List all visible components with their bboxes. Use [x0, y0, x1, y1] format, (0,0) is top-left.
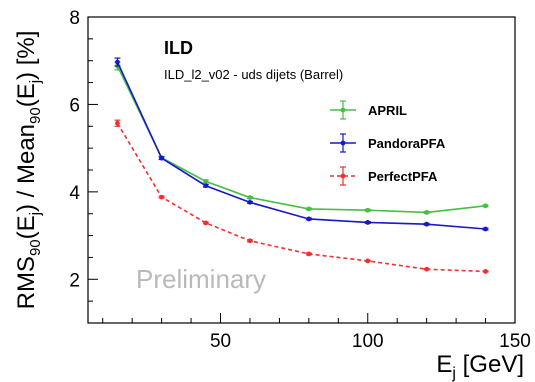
data-point	[365, 207, 371, 213]
data-point	[159, 155, 165, 161]
data-point	[115, 120, 120, 126]
data-point	[365, 258, 371, 264]
data-point	[159, 194, 165, 200]
data-point	[483, 203, 488, 209]
data-point	[365, 220, 371, 225]
data-point	[483, 226, 488, 232]
data-point	[203, 183, 209, 189]
y-tick-label: 8	[69, 8, 80, 29]
x-tick-label: 50	[210, 331, 231, 352]
data-point	[247, 195, 253, 200]
legend-swatch-point	[340, 107, 346, 113]
axis-ticks	[88, 16, 516, 324]
legend: APRIL PandoraPFA PerfectPFA	[330, 100, 446, 186]
data-point	[247, 199, 253, 205]
series-pandorapfa	[114, 57, 489, 232]
data-point	[203, 220, 209, 226]
legend-label: APRIL	[368, 103, 407, 118]
data-point	[306, 206, 312, 212]
y-tick-label: 4	[69, 183, 80, 204]
legend-item: PerfectPFA	[330, 166, 438, 186]
series-line	[116, 61, 486, 230]
data-point	[203, 178, 209, 184]
legend-swatch-point	[340, 173, 346, 179]
preliminary-watermark: Preliminary	[136, 264, 266, 294]
chart-subtitle: ILD_l2_v02 - uds dijets (Barrel)	[164, 67, 343, 82]
series-layer	[114, 57, 489, 274]
x-tick-label: 100	[352, 331, 384, 352]
data-point	[424, 210, 430, 215]
axis-tick-labels: 50 100 150 2 4 6 8	[69, 8, 530, 352]
y-tick-label: 2	[69, 270, 80, 291]
legend-item: APRIL	[330, 100, 407, 120]
y-axis-title: RMS90(Ej) / Mean90(Ej) [%]	[13, 31, 44, 310]
legend-label: PandoraPFA	[368, 136, 446, 151]
data-point	[424, 221, 430, 227]
series-line	[116, 65, 486, 214]
legend-swatch-point	[340, 140, 346, 146]
x-axis-title: Ej [GeV]	[436, 351, 524, 382]
data-point	[424, 266, 430, 272]
legend-item: PandoraPFA	[330, 133, 446, 153]
data-point	[483, 269, 488, 274]
legend-label: PerfectPFA	[368, 169, 438, 184]
y-tick-label: 6	[69, 95, 80, 116]
chart-title: ILD	[164, 38, 193, 58]
data-point	[115, 59, 120, 65]
series-perfectpfa	[114, 119, 489, 274]
x-tick-label: 150	[499, 331, 531, 352]
data-point	[306, 216, 312, 222]
series-line	[116, 122, 486, 273]
data-point	[247, 238, 253, 244]
data-point	[306, 251, 312, 257]
